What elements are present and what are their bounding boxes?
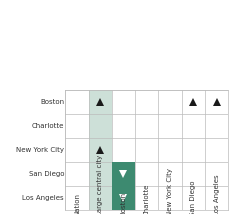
Text: Charlotte: Charlotte: [32, 123, 64, 129]
Bar: [112, 162, 135, 186]
Text: Charlotte: Charlotte: [144, 183, 150, 214]
Text: Boston: Boston: [40, 99, 64, 105]
Bar: [112, 186, 135, 210]
Text: Los Angeles: Los Angeles: [22, 195, 64, 201]
Text: Los Angeles: Los Angeles: [214, 174, 220, 214]
Text: New York City: New York City: [167, 168, 173, 214]
Bar: [89, 90, 112, 210]
Text: Nation: Nation: [74, 193, 80, 214]
Text: San Diego: San Diego: [29, 171, 64, 177]
Text: San Diego: San Diego: [190, 180, 196, 214]
Text: Large central city: Large central city: [97, 155, 103, 214]
Text: Boston: Boston: [120, 192, 127, 214]
Text: New York City: New York City: [16, 147, 64, 153]
